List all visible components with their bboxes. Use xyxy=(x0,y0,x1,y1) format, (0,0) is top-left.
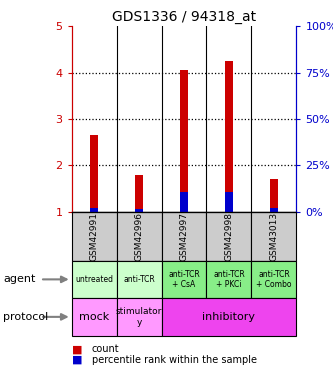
Bar xyxy=(135,175,143,212)
Bar xyxy=(162,298,296,336)
Bar xyxy=(162,212,206,261)
Bar xyxy=(225,192,233,212)
Bar xyxy=(72,212,117,261)
Bar xyxy=(72,298,117,336)
Text: agent: agent xyxy=(3,274,36,284)
Bar xyxy=(206,212,251,261)
Bar xyxy=(72,261,117,298)
Text: GSM42997: GSM42997 xyxy=(179,212,188,261)
Text: anti-TCR: anti-TCR xyxy=(123,275,155,284)
Bar xyxy=(251,261,296,298)
Bar xyxy=(90,208,98,212)
Text: ■: ■ xyxy=(72,355,82,365)
Bar xyxy=(117,261,162,298)
Bar xyxy=(270,208,278,212)
Text: protocol: protocol xyxy=(3,312,49,322)
Text: anti-TCR
+ Combo: anti-TCR + Combo xyxy=(256,270,292,289)
Text: GSM42998: GSM42998 xyxy=(224,212,233,261)
Text: anti-TCR
+ PKCi: anti-TCR + PKCi xyxy=(213,270,245,289)
Bar xyxy=(117,212,162,261)
Text: untreated: untreated xyxy=(75,275,113,284)
Bar xyxy=(117,298,162,336)
Text: GSM42991: GSM42991 xyxy=(90,212,99,261)
Bar xyxy=(90,135,98,212)
Bar xyxy=(206,261,251,298)
Title: GDS1336 / 94318_at: GDS1336 / 94318_at xyxy=(112,10,256,24)
Bar xyxy=(135,209,143,212)
Bar xyxy=(251,212,296,261)
Bar xyxy=(225,61,233,212)
Bar xyxy=(180,70,188,212)
Bar xyxy=(270,179,278,212)
Text: GSM42996: GSM42996 xyxy=(135,212,144,261)
Text: count: count xyxy=(92,345,119,354)
Text: anti-TCR
+ CsA: anti-TCR + CsA xyxy=(168,270,200,289)
Text: stimulator
y: stimulator y xyxy=(116,307,162,327)
Text: percentile rank within the sample: percentile rank within the sample xyxy=(92,355,256,365)
Bar xyxy=(180,192,188,212)
Text: GSM43013: GSM43013 xyxy=(269,211,278,261)
Bar xyxy=(162,261,206,298)
Text: inhibitory: inhibitory xyxy=(202,312,255,322)
Text: ■: ■ xyxy=(72,345,82,354)
Text: mock: mock xyxy=(79,312,109,322)
